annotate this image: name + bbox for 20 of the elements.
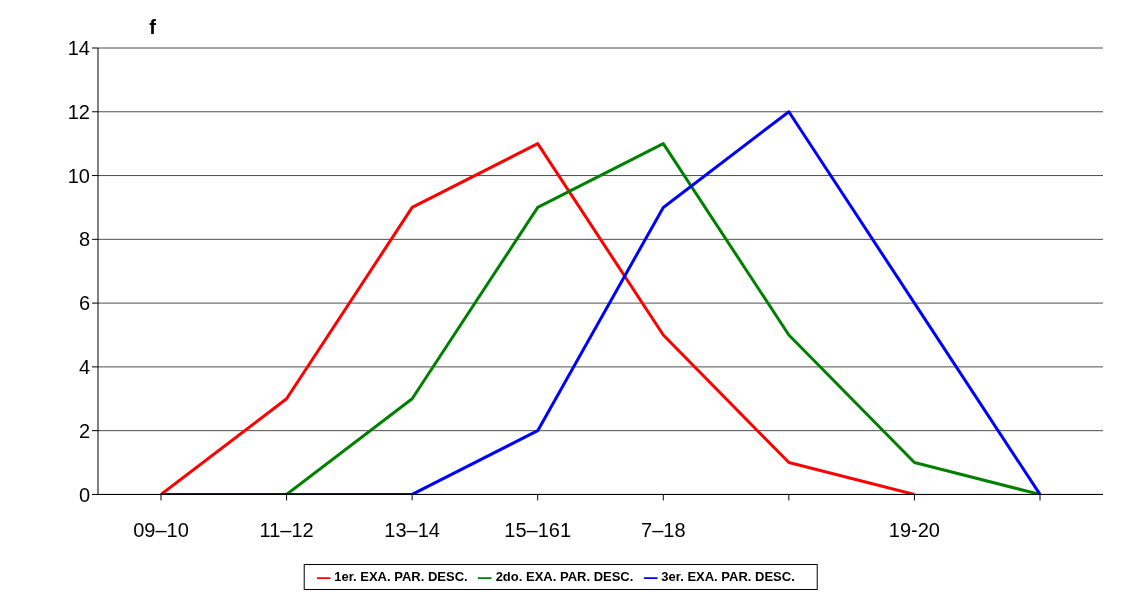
legend-label: 2do. EXA. PAR. DESC.: [495, 569, 634, 585]
y-tick-label: 6: [78, 292, 90, 315]
line-series: [159, 110, 1042, 495]
y-tick-label: 4: [78, 355, 90, 378]
y-tick-label: 0: [78, 483, 90, 506]
x-tick-label: 13–14: [384, 518, 440, 541]
y-tick-label: 10: [67, 164, 90, 187]
x-tick-label: 11–12: [259, 518, 314, 541]
legend-label: 1er. EXA. PAR. DESC.: [334, 569, 468, 585]
y-tick-label: 12: [67, 100, 90, 123]
y-tick-label: 8: [78, 228, 90, 251]
line-series: [159, 142, 916, 495]
legend-label: 3er. EXA. PAR. DESC.: [661, 569, 795, 585]
y-axis-title: f: [149, 16, 157, 39]
x-tick-label: 7–18: [641, 518, 686, 541]
x-tick-label: 15–161: [504, 518, 572, 541]
y-tick-label: 2: [78, 419, 90, 442]
x-tick-label: 19-20: [888, 518, 941, 541]
y-tick-label: 14: [67, 37, 90, 60]
x-tick-label: 09–10: [133, 518, 189, 541]
